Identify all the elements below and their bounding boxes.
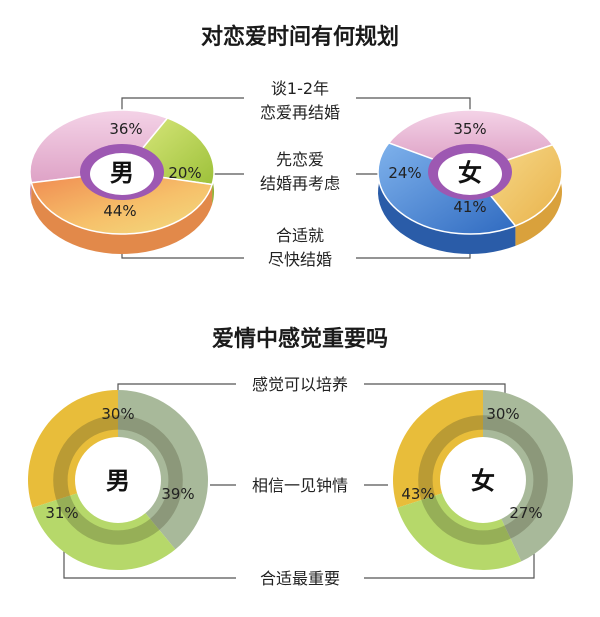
chart2-0-hole — [75, 437, 161, 523]
chart1-category-label-2b: 结婚再考虑 — [260, 174, 340, 193]
chart2-男-value-label-0: 30% — [101, 405, 134, 423]
chart1-0-hole — [90, 153, 154, 195]
chart1-女-value-label-2: 41% — [453, 198, 486, 216]
chart2-center-label-0: 男 — [106, 466, 130, 495]
chart1-男-value-label-2: 44% — [103, 202, 136, 220]
chart1-女-value-label-1: 24% — [388, 164, 421, 182]
chart1-title: 对恋爱时间有何规划 — [201, 24, 399, 50]
chart1-女-value-label-0: 35% — [453, 120, 486, 138]
chart2-1-inner-band — [418, 415, 548, 545]
chart1-0-side-2 — [31, 182, 213, 254]
chart2-女-slice-0 — [393, 390, 483, 508]
chart2-category-label-1: 感觉可以培养 — [252, 375, 348, 394]
chart1-category-label-3a: 合适就 — [276, 226, 324, 245]
chart2-center-label-1: 女 — [471, 466, 495, 495]
chart1-category-label-3b: 尽快结婚 — [268, 250, 332, 269]
chart2-1-hole — [440, 437, 526, 523]
chart2-男-slice-0 — [27, 390, 118, 508]
chart1-1-side-2 — [378, 142, 516, 254]
chart2-女-value-label-1: 43% — [401, 485, 434, 503]
chart2-0-inner-band — [53, 415, 183, 545]
chart2-title: 爱情中感觉重要吗 — [212, 326, 388, 352]
chart1-center-label-0: 男 — [110, 158, 134, 187]
chart1-1-hole — [438, 153, 502, 195]
chart1-category-label-2a: 先恋爱 — [276, 150, 324, 169]
chart2-category-label-3: 合适最重要 — [260, 569, 340, 588]
chart2-男-slice-1 — [118, 390, 208, 550]
chart2-category-label-2: 相信一见钟情 — [252, 476, 348, 495]
chart2-leader-3 — [63, 548, 236, 579]
chart2-男-value-label-1: 39% — [161, 485, 194, 503]
chart2-男-value-label-2: 31% — [45, 504, 78, 522]
chart2-女-value-label-0: 30% — [486, 405, 519, 423]
chart1-center-label-1: 女 — [458, 158, 482, 187]
chart2-女-value-label-2: 27% — [509, 504, 542, 522]
chart1-男-value-label-0: 36% — [109, 120, 142, 138]
chart1-category-label-1b: 恋爱再结婚 — [260, 103, 340, 122]
chart2-女-slice-2 — [397, 490, 522, 570]
chart1-男-value-label-1: 20% — [168, 164, 201, 182]
chart2-女-slice-1 — [483, 390, 573, 562]
chart1-category-label-1a: 谈1-2年 — [271, 79, 329, 98]
chart2-leader-3r — [364, 548, 535, 579]
